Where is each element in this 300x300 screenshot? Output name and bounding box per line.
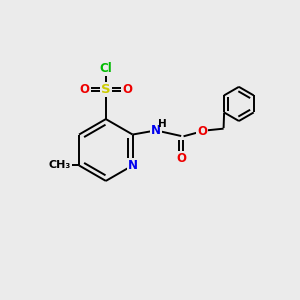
Text: N: N xyxy=(128,159,138,172)
Text: CH₃: CH₃ xyxy=(49,160,71,170)
Text: N: N xyxy=(151,124,161,136)
Text: S: S xyxy=(101,83,111,96)
Text: O: O xyxy=(176,152,186,165)
Text: O: O xyxy=(122,83,132,96)
Text: O: O xyxy=(80,83,90,96)
Text: Cl: Cl xyxy=(100,62,112,75)
Text: H: H xyxy=(158,118,167,129)
Text: O: O xyxy=(197,124,207,137)
